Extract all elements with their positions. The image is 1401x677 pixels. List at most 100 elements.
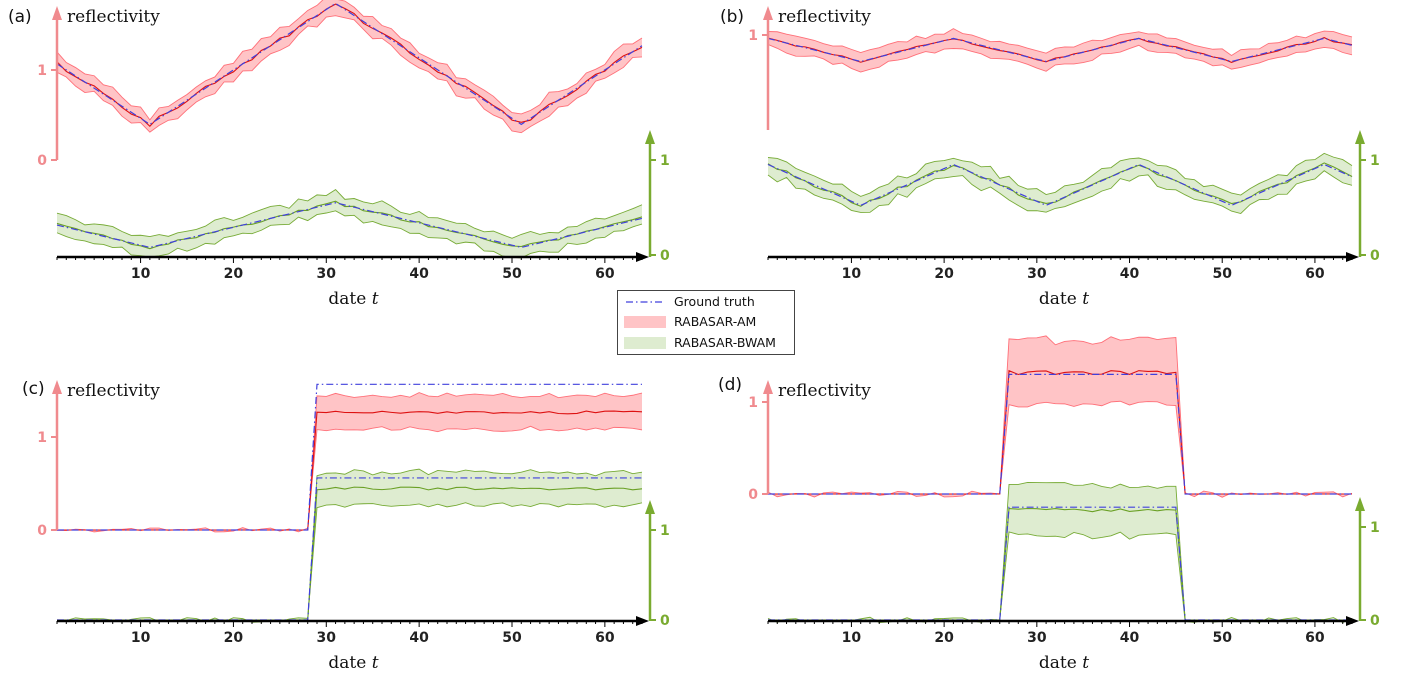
x-tick-label: 40 — [1120, 266, 1140, 282]
x-tick-label: 40 — [409, 630, 429, 646]
am-uncertainty-band — [768, 28, 1352, 73]
x-tick-label: 10 — [842, 266, 862, 282]
right-axis-tick-label: 1 — [1370, 153, 1380, 169]
legend-label-rabasar-bwam: RABASAR-BWAM — [674, 335, 776, 350]
legend-label-ground-truth: Ground truth — [674, 294, 755, 309]
am-uncertainty-band — [768, 335, 1352, 498]
right-axis-arrow-icon — [645, 130, 655, 144]
am-band-upper-edge — [767, 28, 1353, 57]
green-band-icon — [624, 337, 666, 349]
am-band-lower-edge — [767, 44, 1353, 73]
panel-label: (c) — [22, 379, 45, 399]
left-axis-arrow-icon — [763, 380, 773, 394]
bwam-band-upper-edge — [767, 152, 1353, 197]
legend: Ground truth RABASAR-AM RABASAR-BWAM — [617, 290, 795, 355]
x-tick-label: 10 — [131, 266, 151, 282]
right-axis-arrow-icon — [1355, 497, 1365, 511]
x-axis-label: date t — [328, 653, 378, 673]
bwam-estimate-line — [57, 486, 643, 621]
panel-3: 0 1 reflectivity 0 1 10 20 30 40 50 60 date t (c) — [22, 379, 670, 673]
right-axis-tick-label: 1 — [660, 153, 670, 169]
x-tick-label: 10 — [131, 630, 151, 646]
x-tick-label: 20 — [934, 266, 954, 282]
x-tick-label: 50 — [1212, 630, 1232, 646]
left-axis-arrow-icon — [763, 6, 773, 20]
left-axis-arrow-icon — [52, 6, 62, 20]
panel-label: (b) — [720, 7, 744, 27]
bwam-ground-truth-line — [767, 163, 1353, 207]
am-ground-truth-line — [768, 373, 1352, 495]
right-axis-arrow-icon — [1355, 130, 1365, 144]
left-axis-tick-label: 1 — [37, 63, 47, 79]
right-axis-tick-label: 1 — [1370, 520, 1380, 536]
left-axis-tick-label: 0 — [37, 523, 47, 539]
x-tick-label: 50 — [502, 630, 522, 646]
bwam-band-lower-edge — [56, 502, 643, 623]
am-ground-truth-line — [767, 37, 1353, 63]
x-tick-label: 20 — [934, 630, 954, 646]
bwam-uncertainty-band — [768, 482, 1352, 623]
x-tick-label: 20 — [224, 266, 244, 282]
am-ground-truth-line — [57, 383, 642, 531]
x-tick-label: 60 — [1305, 266, 1325, 282]
x-tick-label: 30 — [1027, 630, 1047, 646]
am-band-lower-edge — [56, 15, 643, 134]
x-tick-label: 30 — [1027, 266, 1047, 282]
right-axis-tick-label: 0 — [660, 248, 670, 264]
right-axis-tick-label: 0 — [1370, 613, 1380, 629]
left-axis-tick-label: 0 — [748, 487, 758, 503]
x-tick-label: 20 — [224, 630, 244, 646]
panel-1: 0 1 reflectivity 0 1 10 20 30 40 50 60 date t (a) — [8, 0, 670, 309]
am-band-upper-edge — [56, 0, 643, 121]
am-band-lower-edge — [56, 425, 643, 533]
y-axis-label: reflectivity — [67, 7, 160, 27]
left-axis-tick-label: 1 — [748, 28, 758, 44]
x-tick-label: 40 — [1120, 630, 1140, 646]
x-tick-label: 60 — [595, 630, 615, 646]
bwam-band-upper-edge — [56, 189, 643, 239]
bwam-uncertainty-band — [768, 153, 1352, 214]
panel-label: (a) — [8, 7, 32, 27]
panel-label: (d) — [718, 375, 742, 395]
x-tick-label: 40 — [409, 266, 429, 282]
panel-2: 1 reflectivity 0 1 10 20 30 40 50 60 date t (b) — [720, 6, 1380, 309]
left-axis-tick-label: 0 — [37, 153, 47, 169]
x-axis-label: date t — [1039, 653, 1089, 673]
x-axis-label: date t — [328, 289, 378, 309]
x-tick-label: 10 — [842, 630, 862, 646]
x-tick-label: 60 — [1305, 630, 1325, 646]
right-axis-tick-label: 0 — [1370, 248, 1380, 264]
right-axis-arrow-icon — [645, 500, 655, 514]
bwam-ground-truth-line — [56, 202, 643, 249]
am-uncertainty-band — [57, 0, 642, 133]
left-axis-tick-label: 1 — [37, 430, 47, 446]
bwam-band-lower-edge — [767, 170, 1353, 215]
bwam-band-lower-edge — [767, 531, 1353, 624]
x-tick-label: 60 — [595, 266, 615, 282]
y-axis-label: reflectivity — [778, 7, 871, 27]
x-tick-label: 50 — [502, 266, 522, 282]
y-axis-label: reflectivity — [778, 381, 871, 401]
right-axis-tick-label: 1 — [660, 523, 670, 539]
bwam-uncertainty-band — [57, 189, 642, 258]
left-axis-tick-label: 1 — [748, 395, 758, 411]
x-tick-label: 50 — [1212, 266, 1232, 282]
legend-item-ground-truth: Ground truth — [618, 292, 794, 312]
dash-dot-line-icon — [626, 301, 664, 303]
y-axis-label: reflectivity — [67, 381, 160, 401]
red-band-icon — [624, 316, 666, 328]
x-tick-label: 30 — [317, 266, 337, 282]
legend-item-rabasar-bwam: RABASAR-BWAM — [618, 333, 794, 353]
panel-4: 0 1 reflectivity 0 1 10 20 30 40 50 60 date t (d) — [718, 335, 1380, 673]
x-axis-label: date t — [1039, 289, 1089, 309]
bwam-uncertainty-band — [57, 469, 642, 623]
legend-label-rabasar-am: RABASAR-AM — [674, 314, 757, 329]
right-axis-tick-label: 0 — [660, 613, 670, 629]
am-estimate-line — [767, 37, 1353, 63]
x-tick-label: 30 — [317, 630, 337, 646]
legend-item-rabasar-am: RABASAR-AM — [618, 312, 794, 332]
left-axis-arrow-icon — [52, 380, 62, 394]
am-ground-truth-line — [56, 2, 643, 126]
am-uncertainty-band — [57, 392, 642, 532]
